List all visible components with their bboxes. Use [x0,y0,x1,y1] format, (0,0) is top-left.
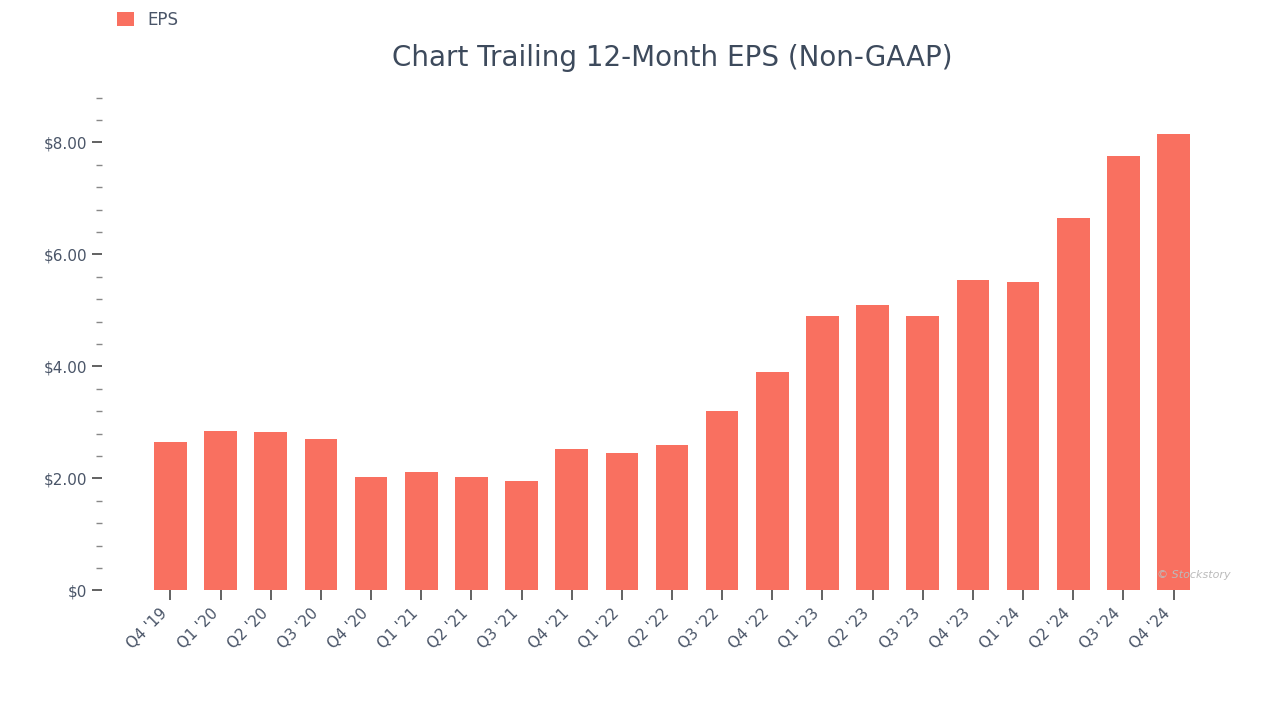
Bar [1157,134,1190,590]
Bar [756,372,788,590]
Bar [605,453,639,590]
Bar [1107,156,1139,590]
Bar [506,481,538,590]
Title: Chart Trailing 12-Month EPS (Non-GAAP): Chart Trailing 12-Month EPS (Non-GAAP) [392,44,952,71]
Bar [556,449,588,590]
Bar [205,431,237,590]
Bar [906,316,940,590]
Bar [404,472,438,590]
Bar [806,316,838,590]
Bar [1057,218,1089,590]
Bar [655,445,689,590]
Bar [154,442,187,590]
Bar [1007,282,1039,590]
Bar [705,411,739,590]
Bar [956,279,989,590]
Bar [255,433,287,590]
Legend: EPS: EPS [111,4,186,35]
Bar [305,439,337,590]
Bar [856,305,888,590]
Text: © Stockstory: © Stockstory [1157,570,1230,580]
Bar [355,477,388,590]
Bar [456,477,488,590]
